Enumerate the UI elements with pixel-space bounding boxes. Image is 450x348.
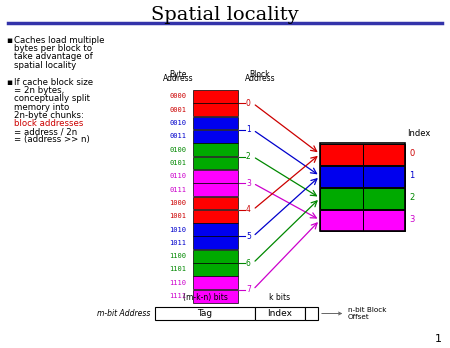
Bar [193, 210, 238, 223]
Text: 1110: 1110 [169, 280, 186, 286]
Bar [193, 157, 238, 169]
Text: block addresses: block addresses [14, 119, 83, 128]
Text: 1010: 1010 [169, 227, 186, 232]
Bar [155, 307, 255, 320]
Text: Block: Block [250, 70, 270, 79]
Bar [193, 223, 238, 236]
Text: k bits: k bits [270, 293, 291, 302]
Text: If cache block size: If cache block size [14, 78, 93, 87]
Text: 0110: 0110 [169, 173, 186, 179]
Text: Address: Address [245, 74, 275, 83]
Text: 0101: 0101 [169, 160, 186, 166]
Text: take advantage of: take advantage of [14, 53, 93, 61]
Bar [193, 250, 238, 262]
Text: 2: 2 [246, 152, 251, 161]
Text: memory into: memory into [14, 103, 69, 112]
Text: Spatial locality: Spatial locality [151, 6, 299, 24]
Text: = 2n bytes,: = 2n bytes, [14, 86, 64, 95]
Bar [193, 236, 238, 249]
Bar [255, 307, 305, 320]
Text: conceptually split: conceptually split [14, 94, 90, 103]
Bar [193, 197, 238, 209]
Text: 3: 3 [409, 215, 414, 224]
Bar [193, 117, 238, 129]
Bar [305, 307, 318, 320]
Text: 0011: 0011 [169, 133, 186, 139]
Bar [363, 209, 405, 231]
Bar [193, 90, 238, 103]
Bar [193, 290, 238, 302]
Text: Address: Address [163, 74, 194, 83]
Text: 0: 0 [409, 150, 414, 158]
Bar [320, 166, 363, 187]
Text: (m-k-n) bits: (m-k-n) bits [183, 293, 227, 302]
Text: Tag: Tag [198, 309, 212, 318]
Text: 5: 5 [246, 232, 251, 241]
Text: 1101: 1101 [169, 267, 186, 272]
Bar [320, 143, 363, 165]
Bar [320, 209, 363, 231]
Text: 3: 3 [246, 179, 251, 188]
Text: 2n-byte chunks:: 2n-byte chunks: [14, 111, 84, 120]
Text: Byte: Byte [169, 70, 187, 79]
Bar [193, 263, 238, 276]
Text: 1: 1 [409, 172, 414, 181]
Text: 1011: 1011 [169, 240, 186, 246]
Text: 1: 1 [435, 334, 442, 344]
Text: Index: Index [407, 129, 430, 138]
Text: m-bit Address: m-bit Address [97, 309, 150, 318]
Bar [320, 143, 405, 231]
Text: 0001: 0001 [169, 107, 186, 113]
Text: spatial locality: spatial locality [14, 61, 76, 70]
Bar [363, 188, 405, 209]
Bar [193, 170, 238, 183]
Text: 1: 1 [246, 125, 251, 134]
Text: 0111: 0111 [169, 187, 186, 192]
Text: ▪: ▪ [6, 36, 12, 45]
Bar [193, 183, 238, 196]
Text: 0010: 0010 [169, 120, 186, 126]
Text: 1000: 1000 [169, 200, 186, 206]
Text: n-bit Block
Offset: n-bit Block Offset [322, 307, 387, 320]
Text: = address / 2n: = address / 2n [14, 127, 77, 136]
Text: 1100: 1100 [169, 253, 186, 259]
Text: 2: 2 [409, 193, 414, 203]
Bar [320, 188, 363, 209]
Text: Caches load multiple: Caches load multiple [14, 36, 104, 45]
Text: bytes per block to: bytes per block to [14, 44, 92, 53]
Text: = (address >> n): = (address >> n) [14, 135, 90, 144]
Bar [193, 130, 238, 143]
Bar [363, 166, 405, 187]
Text: 1001: 1001 [169, 213, 186, 219]
Text: 0: 0 [246, 99, 251, 108]
Bar [193, 143, 238, 156]
Text: 0100: 0100 [169, 147, 186, 153]
Bar [193, 276, 238, 289]
Text: 0000: 0000 [169, 93, 186, 100]
Bar [363, 143, 405, 165]
Text: 4: 4 [246, 205, 251, 214]
Text: ▪: ▪ [6, 78, 12, 87]
Bar [193, 103, 238, 116]
Text: 6: 6 [246, 259, 251, 268]
Text: 7: 7 [246, 285, 251, 294]
Text: 1111: 1111 [169, 293, 186, 299]
Text: Index: Index [267, 309, 293, 318]
